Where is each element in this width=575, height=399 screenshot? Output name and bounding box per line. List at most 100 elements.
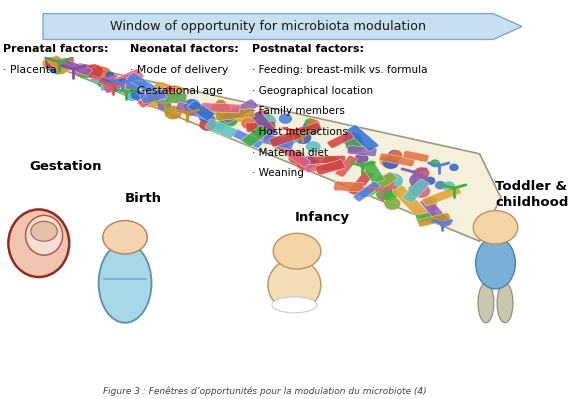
Circle shape [206,116,215,123]
FancyBboxPatch shape [275,142,310,167]
FancyBboxPatch shape [269,129,305,147]
FancyBboxPatch shape [262,134,294,149]
Circle shape [390,151,402,160]
FancyBboxPatch shape [422,186,461,206]
FancyBboxPatch shape [346,125,379,151]
FancyBboxPatch shape [361,160,384,184]
Circle shape [410,174,428,187]
Circle shape [185,100,200,111]
Circle shape [236,115,244,121]
Circle shape [415,168,428,178]
Circle shape [256,124,274,138]
Circle shape [125,87,135,94]
Circle shape [122,81,137,92]
Circle shape [414,185,430,197]
FancyBboxPatch shape [201,103,240,113]
Circle shape [106,72,114,78]
Text: Birth: Birth [125,192,162,205]
Text: · Maternal diet: · Maternal diet [252,148,328,158]
Circle shape [258,115,275,128]
Ellipse shape [9,209,69,277]
Circle shape [219,112,238,126]
Circle shape [45,57,64,71]
FancyBboxPatch shape [60,59,92,76]
Circle shape [347,139,363,152]
Polygon shape [43,14,522,40]
FancyBboxPatch shape [379,153,415,167]
Circle shape [409,185,423,196]
Circle shape [217,100,225,107]
Circle shape [385,198,400,209]
Circle shape [98,81,106,87]
Circle shape [127,93,137,101]
Text: · Host interactions: · Host interactions [252,127,348,137]
FancyBboxPatch shape [348,170,374,196]
Text: · Family members: · Family members [252,107,345,117]
Circle shape [303,157,316,166]
FancyBboxPatch shape [353,182,380,201]
Ellipse shape [478,283,494,323]
FancyBboxPatch shape [175,102,210,119]
FancyBboxPatch shape [140,89,167,104]
FancyBboxPatch shape [347,146,377,156]
Circle shape [289,152,304,163]
Circle shape [105,78,115,86]
FancyBboxPatch shape [220,99,259,123]
Circle shape [255,111,270,122]
FancyBboxPatch shape [242,125,270,147]
Circle shape [273,233,321,269]
Text: · Feeding: breast-milk vs. formula: · Feeding: breast-milk vs. formula [252,65,428,75]
Circle shape [376,176,393,189]
Circle shape [312,161,320,167]
Text: Prenatal factors:: Prenatal factors: [3,44,109,54]
Circle shape [170,90,177,95]
Circle shape [53,63,64,71]
Ellipse shape [98,243,152,323]
Text: Toddler &
childhood: Toddler & childhood [496,180,569,209]
Circle shape [256,126,274,140]
Text: · Weaning: · Weaning [252,168,304,178]
Circle shape [344,133,362,146]
Circle shape [381,155,396,167]
Text: Window of opportunity for microbiota modulation: Window of opportunity for microbiota mod… [110,20,426,33]
FancyBboxPatch shape [215,109,255,120]
FancyBboxPatch shape [308,155,346,164]
FancyBboxPatch shape [416,211,438,222]
Circle shape [86,65,102,77]
Circle shape [78,68,91,78]
FancyBboxPatch shape [392,186,427,217]
Circle shape [43,57,59,69]
FancyBboxPatch shape [187,101,215,120]
FancyBboxPatch shape [137,85,176,108]
FancyBboxPatch shape [272,133,298,151]
Circle shape [279,114,292,123]
FancyBboxPatch shape [335,155,358,177]
Circle shape [251,121,270,135]
FancyBboxPatch shape [334,181,364,192]
Circle shape [103,221,147,254]
Text: · Gestational age: · Gestational age [131,86,223,96]
Circle shape [127,88,135,93]
Circle shape [323,157,340,170]
Ellipse shape [268,259,321,311]
Circle shape [426,198,436,206]
FancyBboxPatch shape [246,121,276,132]
Circle shape [384,191,397,200]
FancyBboxPatch shape [251,111,277,136]
Circle shape [170,86,182,96]
Circle shape [123,83,131,89]
Circle shape [473,211,518,244]
FancyBboxPatch shape [205,119,237,138]
Circle shape [426,177,435,184]
Circle shape [93,67,111,81]
Circle shape [296,132,310,143]
FancyBboxPatch shape [125,81,147,90]
Ellipse shape [272,297,317,313]
Text: Infancy: Infancy [294,211,350,224]
Circle shape [158,100,170,109]
Text: · Placenta: · Placenta [3,65,57,75]
Circle shape [132,91,143,99]
FancyBboxPatch shape [305,162,344,172]
Polygon shape [45,58,501,241]
FancyBboxPatch shape [164,92,187,104]
